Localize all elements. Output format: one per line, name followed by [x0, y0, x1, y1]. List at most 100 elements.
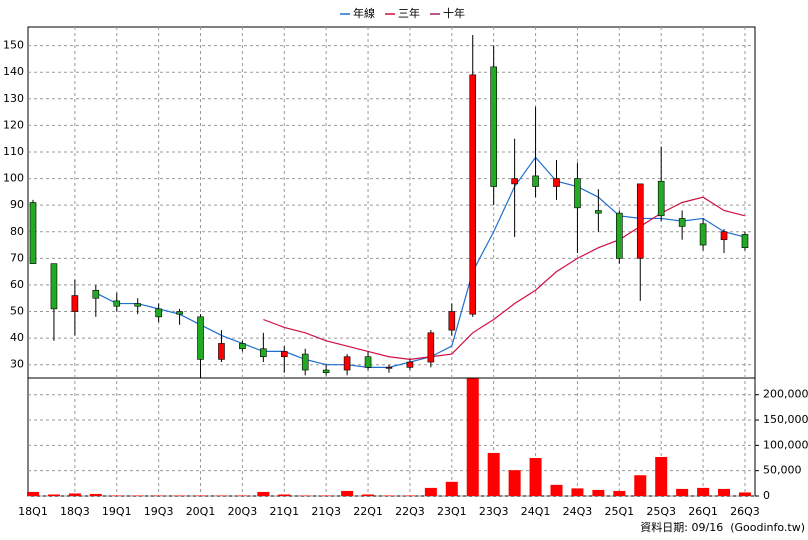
y-tick-label: 90: [10, 198, 24, 211]
volume-bar: [571, 488, 584, 496]
x-tick-label: 19Q3: [144, 505, 174, 518]
candle-body: [134, 303, 141, 307]
candle-body: [741, 234, 749, 249]
volume-bar: [508, 470, 521, 496]
y-tick-label: 110: [3, 145, 24, 158]
candle-body: [636, 183, 644, 259]
volume-bar: [697, 487, 710, 496]
volume-bar: [634, 475, 647, 496]
y-tick-label: 70: [10, 251, 24, 264]
volume-bar: [299, 495, 312, 496]
candle-body: [280, 351, 288, 358]
volume-bar: [47, 494, 60, 496]
candle-body: [113, 300, 121, 307]
y-tick-label: 120: [3, 118, 24, 131]
x-tick-label: 18Q1: [18, 505, 48, 518]
x-tick-label: 24Q1: [521, 505, 551, 518]
y-tick-label: 40: [10, 331, 24, 344]
candle-body: [678, 218, 686, 227]
volume-bar: [403, 495, 416, 496]
volume-bar: [382, 495, 395, 496]
volume-bar: [362, 494, 375, 496]
candle-body: [595, 210, 602, 214]
volume-bar: [278, 494, 291, 496]
volume-bar: [655, 457, 668, 496]
volume-bar: [194, 495, 207, 496]
volume-bar: [215, 495, 228, 496]
legend-label: 年線: [353, 6, 375, 20]
volume-bar: [173, 495, 186, 496]
candle-body: [364, 356, 372, 368]
y-tick-label: 50: [10, 305, 24, 318]
volume-bar: [89, 493, 102, 496]
candle-body: [71, 295, 79, 312]
y-tick-label: 80: [10, 225, 24, 238]
footer: 資料日期: 09/16 (Goodinfo.tw): [640, 520, 805, 534]
y-tick-label: 60: [10, 278, 24, 291]
candle-body: [511, 178, 518, 185]
volume-bar: [152, 495, 165, 496]
candle-body: [218, 343, 225, 360]
candle-body: [29, 202, 37, 264]
volume-bar: [550, 484, 563, 496]
volume-bar: [445, 481, 458, 496]
volume-bar: [529, 458, 542, 496]
x-tick-label: 26Q3: [730, 505, 760, 518]
x-tick-label: 24Q3: [563, 505, 593, 518]
x-tick-label: 23Q3: [479, 505, 509, 518]
volume-bar: [68, 493, 81, 496]
volume-bar: [27, 491, 39, 496]
candle-body: [260, 348, 267, 358]
x-tick-label: 23Q1: [437, 505, 467, 518]
volume-bar: [424, 487, 437, 496]
candle-body: [574, 178, 581, 209]
volume-bar: [613, 490, 626, 496]
candle-body: [490, 66, 497, 187]
candle-body: [699, 223, 707, 246]
volume-bar: [257, 491, 270, 496]
volume-bar: [738, 492, 751, 496]
candle-body: [322, 369, 330, 373]
y2-tick-label: 50,000: [763, 464, 802, 477]
candle-body: [657, 180, 665, 217]
candle-body: [92, 289, 100, 299]
plot-frame: [27, 26, 756, 497]
legend-label: 三年: [398, 6, 420, 20]
ma-line: [263, 196, 746, 360]
x-tick-label: 22Q3: [395, 505, 425, 518]
x-tick-label: 20Q1: [186, 505, 216, 518]
legend-label: 十年: [443, 6, 465, 20]
candle-body: [406, 361, 414, 368]
x-tick-label: 21Q3: [311, 505, 341, 518]
volume-bar: [236, 495, 249, 496]
x-tick-label: 21Q1: [269, 505, 299, 518]
candle-body: [50, 263, 58, 310]
candle-body: [553, 178, 560, 187]
y-tick-label: 130: [3, 92, 24, 105]
x-tick-label: 18Q3: [60, 505, 90, 518]
volume-bar: [487, 452, 500, 496]
x-tick-label: 25Q3: [646, 505, 676, 518]
ma-line: [95, 156, 746, 368]
y2-tick-label: 100,000: [763, 438, 808, 451]
candle-body: [532, 175, 539, 187]
volume-bar: [341, 490, 354, 496]
candle-body: [720, 231, 728, 241]
y-tick-label: 150: [3, 39, 24, 52]
candle-body: [301, 353, 309, 371]
volume-bar: [718, 488, 731, 496]
candle-body: [343, 356, 351, 371]
candle-body: [197, 316, 204, 360]
volume-bar: [320, 495, 333, 496]
volume-bar: [466, 378, 479, 496]
candle-body: [239, 343, 246, 350]
y2-tick-label: 200,000: [763, 388, 808, 401]
candle-body: [385, 367, 393, 369]
y2-tick-label: 0: [763, 489, 770, 502]
x-tick-label: 20Q3: [228, 505, 258, 518]
volume-bar: [131, 495, 144, 496]
candle-body: [448, 311, 456, 331]
candle-body: [176, 311, 183, 315]
y-tick-label: 140: [3, 65, 24, 78]
